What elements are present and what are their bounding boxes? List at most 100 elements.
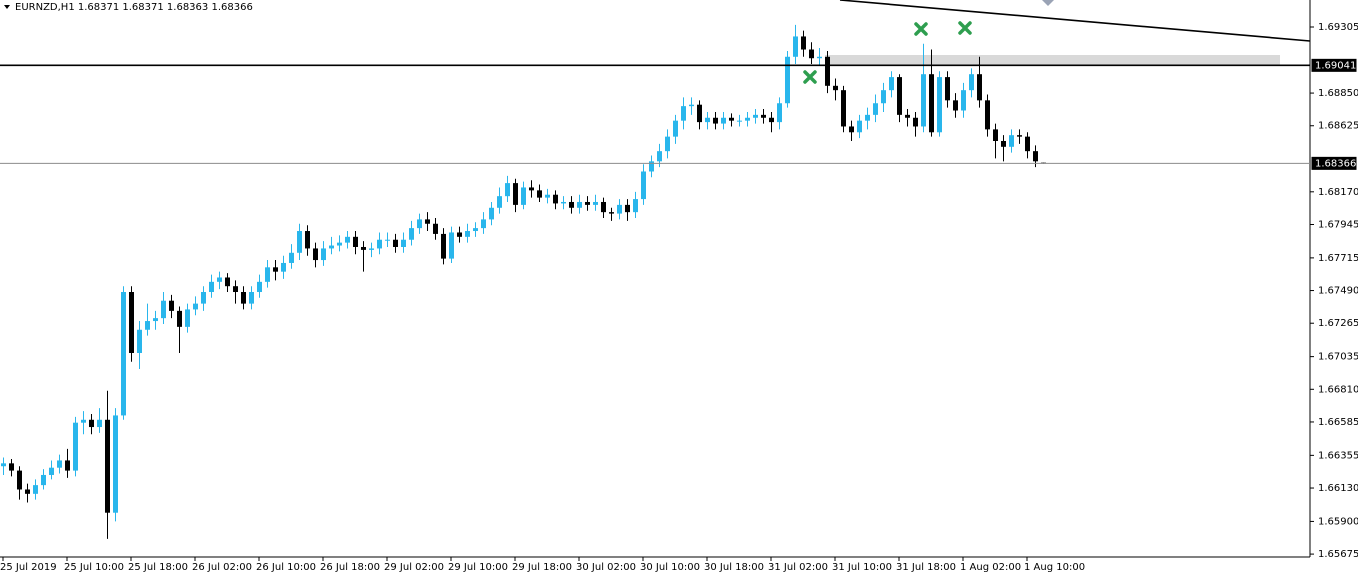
candle-body	[1033, 151, 1038, 162]
cross-mark	[958, 21, 972, 35]
candle-body	[641, 171, 646, 200]
candle-body	[177, 310, 182, 327]
candle-body	[289, 252, 294, 263]
candle-body	[929, 74, 934, 133]
candle-body	[409, 228, 414, 240]
candle-body	[353, 236, 358, 247]
y-tick-label: 1.65900	[1318, 516, 1358, 527]
candle-body	[433, 223, 438, 234]
candle-body	[713, 117, 718, 124]
candle-body	[1025, 136, 1030, 152]
candle-body	[201, 292, 206, 304]
x-tick-label: 29 Jul 10:00	[448, 562, 508, 573]
candle-body	[385, 239, 390, 241]
candle-body	[881, 90, 886, 104]
candle-body	[233, 286, 238, 293]
candle-body	[857, 120, 862, 133]
candle-body	[561, 201, 566, 204]
cross-mark	[803, 70, 817, 84]
candle-body	[193, 303, 198, 310]
candle-body	[297, 231, 302, 253]
candle-body	[89, 419, 94, 428]
x-tick-label: 31 Jul 10:00	[832, 562, 892, 573]
candle-body	[513, 183, 518, 205]
candle-body	[457, 232, 462, 237]
candle-body	[537, 190, 542, 198]
candle-body	[841, 90, 846, 127]
candle-body	[113, 415, 118, 513]
candle-body	[49, 467, 54, 475]
candle-body	[737, 120, 742, 122]
x-tick-label: 1 Aug 10:00	[1024, 562, 1085, 573]
candle-body	[441, 233, 446, 259]
price-label: 1.68366	[1315, 158, 1356, 169]
menu-arrow[interactable]	[4, 5, 10, 9]
price-label: 1.69041	[1315, 60, 1356, 71]
candle-body	[721, 117, 726, 124]
candle-body	[953, 100, 958, 111]
candle-body	[897, 77, 902, 115]
cross-marks	[803, 21, 972, 84]
candle-body	[809, 49, 814, 59]
x-tick-label: 25 Jul 10:00	[64, 562, 124, 573]
x-tick-label: 30 Jul 02:00	[576, 562, 636, 573]
candle-body	[889, 77, 894, 91]
candle-body	[25, 489, 30, 494]
candle-body	[281, 262, 286, 272]
candle-body	[593, 201, 598, 205]
candle-body	[209, 281, 214, 293]
candle-body	[993, 129, 998, 141]
candle-body	[617, 204, 622, 214]
candle-body	[545, 194, 550, 198]
candle-body	[577, 201, 582, 208]
candle-body	[681, 106, 686, 121]
candle-body	[977, 74, 982, 101]
candle-body	[529, 187, 534, 191]
candle-body	[449, 232, 454, 259]
candle-body	[345, 236, 350, 243]
candle-body	[97, 419, 102, 428]
candle-body	[697, 104, 702, 123]
price-label-box	[1311, 58, 1357, 72]
candle-body	[305, 231, 310, 249]
candle-body	[217, 277, 222, 282]
candle-body	[601, 201, 606, 213]
y-tick-label: 1.66355	[1318, 450, 1358, 461]
candle-body	[873, 103, 878, 115]
candle-body	[41, 474, 46, 486]
candle-body	[57, 460, 62, 468]
candle-body	[921, 74, 926, 127]
candle-body	[849, 126, 854, 133]
candle-body	[1001, 140, 1006, 147]
y-tick-label: 1.66585	[1318, 417, 1358, 428]
candle-body	[257, 281, 262, 293]
candle-body	[689, 104, 694, 107]
y-tick-label: 1.67265	[1318, 318, 1358, 329]
x-tick-label: 31 Jul 02:00	[768, 562, 828, 573]
candle-body	[393, 239, 398, 247]
candle-body	[793, 36, 798, 57]
candle-body	[313, 248, 318, 261]
candle-body	[337, 242, 342, 246]
candle-body	[369, 248, 374, 250]
candle-body	[673, 120, 678, 137]
candle-body	[273, 267, 278, 272]
candle-body	[497, 196, 502, 208]
candle-body	[121, 292, 126, 416]
y-tick-label: 1.68850	[1318, 88, 1358, 99]
candle-body	[153, 318, 158, 322]
candle-body	[985, 100, 990, 130]
candle-body	[33, 485, 38, 494]
candle-body	[401, 239, 406, 247]
x-tick-label: 26 Jul 02:00	[192, 562, 252, 573]
candle-body	[633, 199, 638, 213]
candle-body	[945, 77, 950, 101]
candle-body	[241, 292, 246, 304]
candle-body	[625, 204, 630, 213]
y-tick-label: 1.66810	[1318, 384, 1358, 395]
trend-line	[839, 0, 1311, 42]
candle-body	[937, 77, 942, 133]
candle-body	[969, 74, 974, 91]
y-tick-label: 1.68625	[1318, 121, 1358, 132]
candle-body	[833, 85, 838, 91]
